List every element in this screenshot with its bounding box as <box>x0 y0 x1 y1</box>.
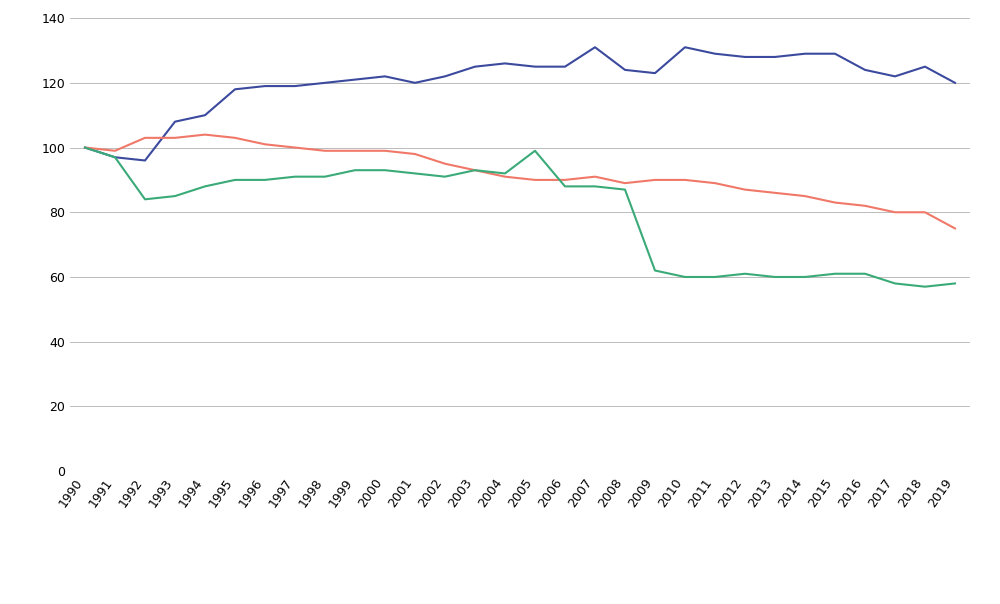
Methane <box>319 147 331 155</box>
CO₂ <box>739 53 751 60</box>
Nitrous oxide <box>319 173 331 180</box>
CO₂ <box>379 72 391 80</box>
CO₂ <box>109 153 121 161</box>
Nitrous oxide <box>289 173 301 180</box>
Nitrous oxide <box>829 270 841 277</box>
CO₂ <box>589 43 601 51</box>
CO₂ <box>169 118 181 125</box>
Nitrous oxide <box>499 170 511 177</box>
Nitrous oxide <box>949 280 961 287</box>
Nitrous oxide <box>349 167 361 174</box>
Methane <box>949 225 961 232</box>
Methane <box>229 134 241 141</box>
CO₂ <box>499 60 511 67</box>
Nitrous oxide <box>799 274 811 281</box>
Methane <box>499 173 511 180</box>
Methane <box>889 208 901 216</box>
CO₂ <box>259 82 271 89</box>
CO₂ <box>649 69 661 77</box>
Nitrous oxide <box>559 183 571 190</box>
Methane <box>349 147 361 155</box>
Nitrous oxide <box>739 270 751 277</box>
CO₂ <box>949 79 961 86</box>
Line: Nitrous oxide: Nitrous oxide <box>85 147 955 287</box>
Nitrous oxide <box>259 176 271 184</box>
Methane <box>169 134 181 141</box>
Nitrous oxide <box>589 183 601 190</box>
Nitrous oxide <box>679 274 691 281</box>
Methane <box>289 144 301 151</box>
CO₂ <box>619 66 631 74</box>
CO₂ <box>199 112 211 119</box>
Nitrous oxide <box>139 196 151 203</box>
CO₂ <box>769 53 781 60</box>
Methane <box>139 134 151 141</box>
CO₂ <box>139 157 151 164</box>
Methane <box>109 147 121 155</box>
Methane <box>679 176 691 184</box>
CO₂ <box>289 82 301 89</box>
Methane <box>619 179 631 187</box>
Nitrous oxide <box>79 144 91 151</box>
CO₂ <box>919 63 931 70</box>
Methane <box>529 176 541 184</box>
CO₂ <box>889 72 901 80</box>
Nitrous oxide <box>709 274 721 281</box>
CO₂ <box>829 50 841 57</box>
CO₂ <box>79 144 91 151</box>
Nitrous oxide <box>439 173 451 180</box>
Nitrous oxide <box>469 167 481 174</box>
Nitrous oxide <box>109 153 121 161</box>
Nitrous oxide <box>769 274 781 281</box>
CO₂ <box>409 79 421 86</box>
Methane <box>259 141 271 148</box>
Nitrous oxide <box>409 170 421 177</box>
CO₂ <box>529 63 541 70</box>
Line: CO₂: CO₂ <box>85 47 955 161</box>
CO₂ <box>559 63 571 70</box>
CO₂ <box>319 79 331 86</box>
Nitrous oxide <box>619 186 631 193</box>
Line: Methane: Methane <box>85 135 955 228</box>
CO₂ <box>859 66 871 74</box>
Nitrous oxide <box>649 267 661 274</box>
Methane <box>739 186 751 193</box>
Methane <box>439 160 451 167</box>
Methane <box>829 199 841 206</box>
Nitrous oxide <box>229 176 241 184</box>
Methane <box>79 144 91 151</box>
Methane <box>199 131 211 138</box>
CO₂ <box>229 86 241 93</box>
CO₂ <box>439 72 451 80</box>
Methane <box>769 189 781 196</box>
Methane <box>859 202 871 210</box>
Nitrous oxide <box>379 167 391 174</box>
CO₂ <box>469 63 481 70</box>
Methane <box>589 173 601 180</box>
Methane <box>559 176 571 184</box>
Nitrous oxide <box>919 283 931 291</box>
Nitrous oxide <box>889 280 901 287</box>
Nitrous oxide <box>529 147 541 155</box>
Methane <box>379 147 391 155</box>
CO₂ <box>799 50 811 57</box>
CO₂ <box>349 76 361 83</box>
Methane <box>469 167 481 174</box>
Nitrous oxide <box>199 183 211 190</box>
Nitrous oxide <box>859 270 871 277</box>
Methane <box>409 150 421 158</box>
CO₂ <box>709 50 721 57</box>
Methane <box>919 208 931 216</box>
Nitrous oxide <box>169 193 181 200</box>
Methane <box>649 176 661 184</box>
Methane <box>709 179 721 187</box>
CO₂ <box>679 43 691 51</box>
Methane <box>799 193 811 200</box>
